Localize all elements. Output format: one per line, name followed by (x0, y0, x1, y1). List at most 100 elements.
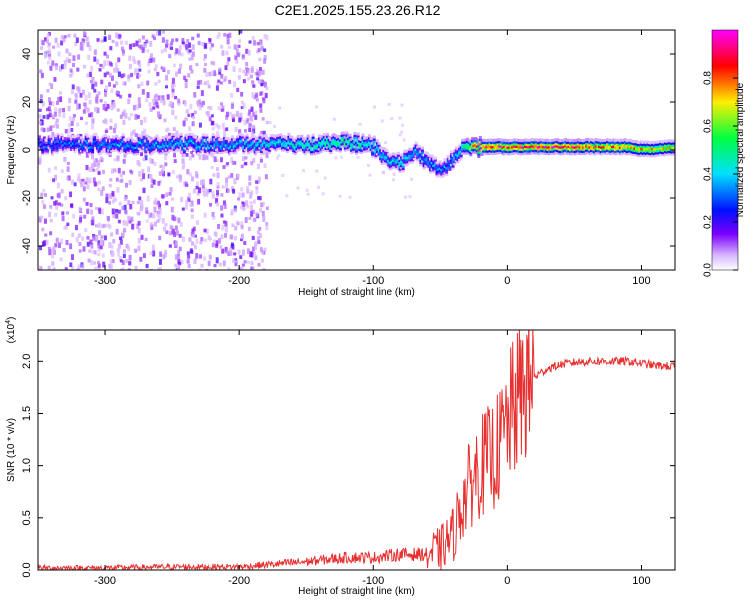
spectrogram-speckle (109, 259, 113, 265)
spectrogram-ridge-cell (363, 141, 367, 145)
spectrogram-ridge-cell (60, 133, 64, 137)
spectrogram-ridge-cell (519, 149, 523, 153)
spectrogram-ridge-cell (292, 144, 296, 148)
spectrogram-speckle (210, 43, 214, 48)
spectrogram-ridge-cell (561, 143, 565, 147)
spectrogram-ridge-cell (536, 147, 540, 151)
spectrogram-ridge-cell (488, 140, 492, 144)
spectrogram-ridge-cell (461, 147, 465, 151)
spectrogram-ridge-cell (409, 160, 413, 164)
spectrogram-ridge-cell (248, 139, 252, 143)
spectrogram-ridge-cell (552, 149, 556, 153)
spectrogram-speckle (114, 123, 118, 129)
spectrogram-speckle (158, 235, 162, 241)
spectrogram-ridge-cell (527, 141, 531, 145)
spectrogram-ridge-cell (126, 137, 130, 141)
spectrogram-speckle (108, 183, 112, 188)
spectrogram-ridge-cell (174, 144, 178, 148)
spectrogram-speckle (188, 237, 192, 242)
spectrogram-ridge-cell (271, 140, 275, 144)
spectrogram-speckle (221, 50, 225, 56)
spectrogram-ridge-cell (565, 147, 569, 151)
spectrogram-speckle (203, 238, 207, 242)
spectrogram-ridge-cell (462, 149, 466, 153)
spectrogram-ridge-cell (509, 143, 513, 147)
spectrogram-ridge-cell (58, 145, 62, 149)
spectrogram-ridge-cell (160, 140, 164, 144)
spectrogram-speckle (139, 44, 143, 50)
spectrogram-speckle (77, 264, 81, 270)
spectrogram-ridge-cell (305, 139, 309, 143)
spectrogram-ridge-cell (623, 146, 627, 150)
spectrogram-ridge-cell (588, 141, 592, 145)
spectrogram-ridge-cell (279, 141, 283, 145)
spectrogram-ridge-cell (617, 142, 621, 146)
spectrogram-ridge-cell (75, 137, 79, 141)
spectrogram-ridge-cell (633, 140, 637, 144)
spectrogram-ridge-cell (421, 155, 425, 159)
spectrogram-ridge-cell (628, 147, 632, 151)
spectrogram-ridge-cell (163, 140, 167, 144)
spectrogram-ridge-cell (652, 145, 656, 149)
spectrogram-speckle (97, 240, 101, 246)
spectrogram-ridge-cell (425, 151, 429, 155)
spectrogram-ridge-cell (215, 148, 219, 152)
spectrogram-ridge-cell (301, 148, 305, 152)
spectrogram-ridge-cell (136, 147, 140, 151)
spectrogram-ridge-cell (659, 148, 663, 152)
spectrogram-ridge-cell (309, 143, 313, 147)
spectrogram-ridge-cell (377, 152, 381, 156)
spectrogram-speckle (136, 72, 140, 79)
spectrogram-speckle (77, 103, 81, 109)
spectrogram-ridge-cell (427, 153, 431, 157)
spectrogram-ridge-cell (97, 147, 101, 151)
spectrogram-ridge-cell (210, 139, 214, 143)
spectrogram-ridge-cell (150, 151, 154, 155)
spectrogram-speckle (191, 154, 195, 158)
spectrogram-ridge-cell (506, 147, 510, 151)
spectrogram-ridge-cell (507, 150, 511, 154)
spectrogram-ridge-cell (446, 157, 450, 161)
spectrogram-ridge-cell (549, 149, 553, 153)
spectrogram-ridge-cell (313, 150, 317, 154)
spectrogram-speckle (165, 192, 169, 198)
spectrogram-speckle (48, 48, 52, 55)
spectrogram-ridge-cell (189, 143, 193, 147)
spectrogram-ridge-cell (195, 148, 199, 152)
spectrogram-ridge-cell (451, 162, 455, 166)
spectrogram-ridge-cell (388, 161, 392, 165)
spectrogram-ridge-cell (554, 138, 558, 142)
spectrogram-speckle (48, 109, 52, 114)
spectrogram-speckle (180, 52, 184, 57)
spectrogram-ridge-cell (242, 144, 246, 148)
spectrogram-ridge-cell (379, 159, 383, 163)
spectrogram-speckle (122, 81, 126, 86)
spectrogram-ridge-cell (419, 150, 423, 154)
spectrogram-ridge-cell (657, 151, 661, 155)
spectrogram-ridge-cell (495, 149, 499, 153)
spectrogram-speckle (201, 184, 205, 189)
spectrogram-speckle (49, 65, 53, 71)
spectrogram-ridge-cell (240, 133, 244, 137)
spectrogram-ridge-cell (134, 139, 138, 143)
spectrogram-ridge-cell (253, 141, 257, 145)
spectrogram-ridge-cell (493, 147, 497, 151)
spectrogram-ridge-cell (477, 146, 481, 150)
spectrogram-ridge-cell (400, 166, 404, 170)
spectrogram-ridge-cell (186, 146, 190, 150)
spectrogram-ridge-cell (324, 144, 328, 148)
spectrogram-speckle (242, 102, 246, 109)
spectrogram-speckle (381, 170, 385, 174)
spectrogram-ridge-cell (192, 134, 196, 138)
spectrogram-ridge-cell (501, 143, 505, 147)
spectrogram-ridge-cell (429, 170, 433, 174)
spectrogram-speckle (50, 254, 54, 259)
spectrogram-ridge-cell (280, 144, 284, 148)
spectrogram-ridge-cell (451, 166, 455, 170)
spectrogram-ridge-cell (235, 148, 239, 152)
chart-title: C2E1.2025.155.23.26.R12 (274, 2, 441, 18)
x-tick-label: -200 (228, 275, 250, 287)
spectrogram-ridge-cell (615, 147, 619, 151)
spectrogram-speckle (39, 266, 43, 270)
spectrogram-speckle (233, 252, 237, 256)
